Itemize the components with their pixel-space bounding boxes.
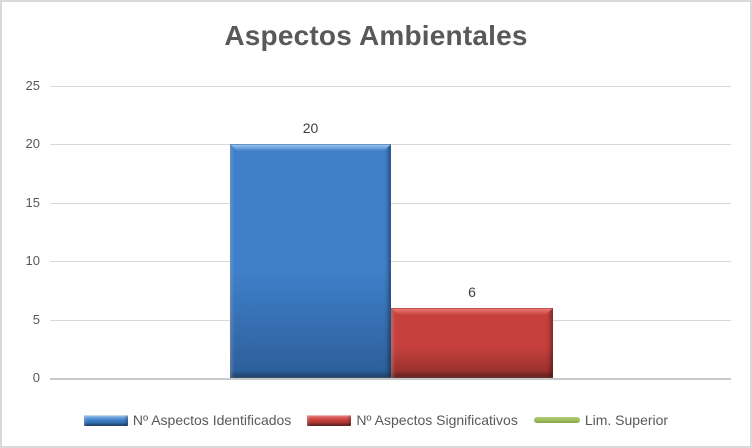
legend-label: Nº Aspectos Significativos	[356, 412, 518, 428]
y-tick-label: 10	[25, 253, 40, 268]
legend-item-0: Nº Aspectos Identificados	[83, 412, 292, 428]
y-tick-label: 0	[32, 370, 40, 385]
bar-value-label: 6	[468, 284, 476, 300]
legend-item-1: Nº Aspectos Significativos	[307, 412, 518, 428]
x-axis-baseline	[50, 378, 731, 380]
legend-item-2: Lim. Superior	[533, 412, 669, 428]
bar-series-1	[391, 308, 553, 378]
chart-title: Aspectos Ambientales	[224, 20, 528, 51]
legend-bar-swatch-icon	[83, 414, 128, 426]
legend-label: Lim. Superior	[584, 412, 669, 428]
bar-value-label: 20	[302, 120, 319, 136]
legend-label: Nº Aspectos Identificados	[132, 412, 292, 428]
y-tick-label: 25	[25, 78, 40, 93]
y-axis-tick-labels: 0 5 10 15 20 25	[2, 78, 40, 385]
bar-series-0	[230, 144, 391, 378]
y-tick-label: 15	[25, 195, 40, 210]
y-tick-label: 5	[32, 312, 40, 327]
legend: Nº Aspectos Identificados Nº Aspectos Sig…	[2, 412, 750, 428]
y-tick-label: 20	[25, 136, 40, 151]
plot-area: 20 6	[50, 86, 731, 380]
legend-bar-swatch-icon	[307, 414, 352, 426]
legend-line-swatch-icon	[533, 417, 580, 423]
gridline	[50, 86, 731, 87]
